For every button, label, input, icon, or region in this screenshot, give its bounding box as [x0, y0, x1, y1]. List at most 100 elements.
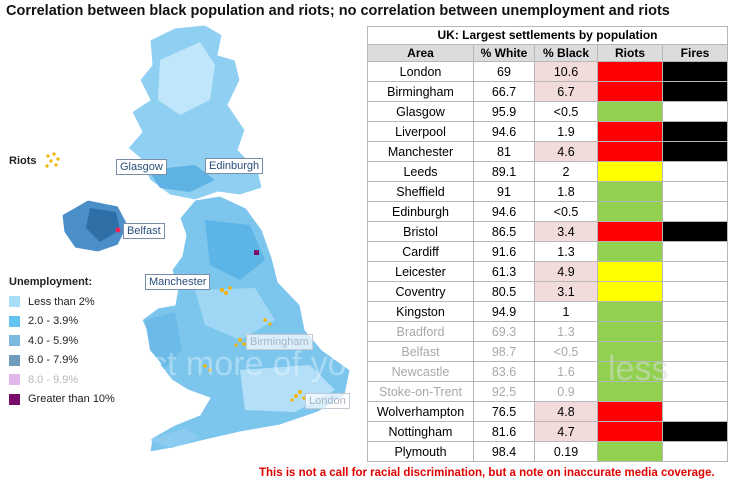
- map-label-manchester: Manchester: [145, 274, 211, 290]
- cell-fires: [662, 321, 728, 342]
- legend-swatch: [9, 296, 20, 308]
- cell-area: Edinburgh: [367, 201, 474, 222]
- cell-riots: [597, 281, 663, 302]
- cell-white: 89.1: [473, 161, 535, 182]
- cell-fires: [662, 181, 728, 202]
- table-row: Wolverhampton 76.5 4.8: [367, 401, 728, 422]
- cell-fires: [662, 361, 728, 382]
- cell-fires: [662, 381, 728, 402]
- cell-black: 6.7: [534, 81, 598, 102]
- table-row: Coventry 80.5 3.1: [367, 281, 728, 302]
- table-row: Glasgow 95.9 <0.5: [367, 101, 728, 122]
- cell-area: Wolverhampton: [367, 401, 474, 422]
- cell-white: 94.6: [473, 201, 535, 222]
- cell-black: 4.9: [534, 261, 598, 282]
- cell-area: Newcastle: [367, 361, 474, 382]
- cell-white: 81.6: [473, 421, 535, 442]
- map-label-edinburgh: Edinburgh: [205, 158, 264, 174]
- column-header-white: % White: [473, 44, 535, 62]
- cell-fires: [662, 301, 728, 322]
- table-row: Plymouth 98.4 0.19: [367, 441, 728, 462]
- table-title: UK: Largest settlements by population: [367, 26, 728, 44]
- cell-white: 66.7: [473, 81, 535, 102]
- cell-fires: [662, 61, 728, 82]
- scotland-highlands-shade: [158, 42, 215, 115]
- table-header-row: Area % White % Black Riots Fires: [367, 44, 728, 62]
- cell-fires: [662, 161, 728, 182]
- cell-black: 4.7: [534, 421, 598, 442]
- cell-fires: [662, 141, 728, 162]
- cell-fires: [662, 101, 728, 122]
- cell-black: 1.9: [534, 121, 598, 142]
- legend-item: 8.0 - 9.9%: [9, 370, 115, 390]
- cell-area: Belfast: [367, 341, 474, 362]
- wales-shade: [145, 312, 182, 368]
- legend-label: 2.0 - 3.9%: [28, 315, 79, 328]
- legend-swatch: [9, 315, 20, 327]
- belfast-marker: [115, 227, 121, 233]
- cell-black: 2: [534, 161, 598, 182]
- cell-white: 98.4: [473, 441, 535, 462]
- cell-riots: [597, 101, 663, 122]
- cell-area: Kingston: [367, 301, 474, 322]
- cell-fires: [662, 81, 728, 102]
- cell-riots: [597, 341, 663, 362]
- table-row: Edinburgh 94.6 <0.5: [367, 201, 728, 222]
- legend-item: 4.0 - 5.9%: [9, 331, 115, 351]
- legend-swatch: [9, 374, 20, 386]
- cell-area: Manchester: [367, 141, 474, 162]
- northern-ireland-shade: [86, 208, 120, 242]
- cell-fires: [662, 201, 728, 222]
- cell-area: Coventry: [367, 281, 474, 302]
- cell-white: 83.6: [473, 361, 535, 382]
- cell-fires: [662, 401, 728, 422]
- table-row: Birmingham 66.7 6.7: [367, 81, 728, 102]
- cell-riots: [597, 361, 663, 382]
- cell-black: 1.8: [534, 181, 598, 202]
- cell-white: 91.6: [473, 241, 535, 262]
- legend-swatch: [9, 393, 20, 405]
- legend-label: Less than 2%: [28, 295, 95, 308]
- cell-riots: [597, 421, 663, 442]
- cell-riots: [597, 201, 663, 222]
- unemployment-legend: Unemployment: Less than 2% 2.0 - 3.9% 4.…: [9, 276, 115, 409]
- legend-label: 4.0 - 5.9%: [28, 334, 79, 347]
- legend-item: 2.0 - 3.9%: [9, 312, 115, 332]
- cell-black: <0.5: [534, 101, 598, 122]
- cell-area: Sheffield: [367, 181, 474, 202]
- legend-item: Less than 2%: [9, 292, 115, 312]
- riots-legend-label: Riots: [9, 155, 37, 167]
- legend-item: 6.0 - 7.9%: [9, 351, 115, 371]
- legend-label: Greater than 10%: [28, 393, 115, 406]
- cell-riots: [597, 181, 663, 202]
- cell-white: 94.9: [473, 301, 535, 322]
- legend-swatch: [9, 354, 20, 366]
- riot-markers: [203, 286, 306, 402]
- cell-area: Glasgow: [367, 101, 474, 122]
- map-label-belfast: Belfast: [123, 223, 165, 239]
- cell-black: 4.8: [534, 401, 598, 422]
- cell-white: 80.5: [473, 281, 535, 302]
- cell-black: <0.5: [534, 201, 598, 222]
- legend-item: Greater than 10%: [9, 390, 115, 410]
- cell-fires: [662, 441, 728, 462]
- cell-fires: [662, 121, 728, 142]
- cell-area: Stoke-on-Trent: [367, 381, 474, 402]
- cell-black: 1.6: [534, 361, 598, 382]
- cell-fires: [662, 221, 728, 242]
- cell-riots: [597, 301, 663, 322]
- cell-white: 94.6: [473, 121, 535, 142]
- map-label-london: London: [305, 393, 350, 409]
- cell-black: 1.3: [534, 321, 598, 342]
- table-row: Bristol 86.5 3.4: [367, 221, 728, 242]
- cell-fires: [662, 421, 728, 442]
- table-row: Stoke-on-Trent 92.5 0.9: [367, 381, 728, 402]
- cell-area: Plymouth: [367, 441, 474, 462]
- cell-riots: [597, 381, 663, 402]
- unemployment-legend-title: Unemployment:: [9, 276, 93, 288]
- cell-riots: [597, 121, 663, 142]
- cell-white: 61.3: [473, 261, 535, 282]
- cell-fires: [662, 341, 728, 362]
- table-row: Bradford 69.3 1.3: [367, 321, 728, 342]
- table-row: Newcastle 83.6 1.6: [367, 361, 728, 382]
